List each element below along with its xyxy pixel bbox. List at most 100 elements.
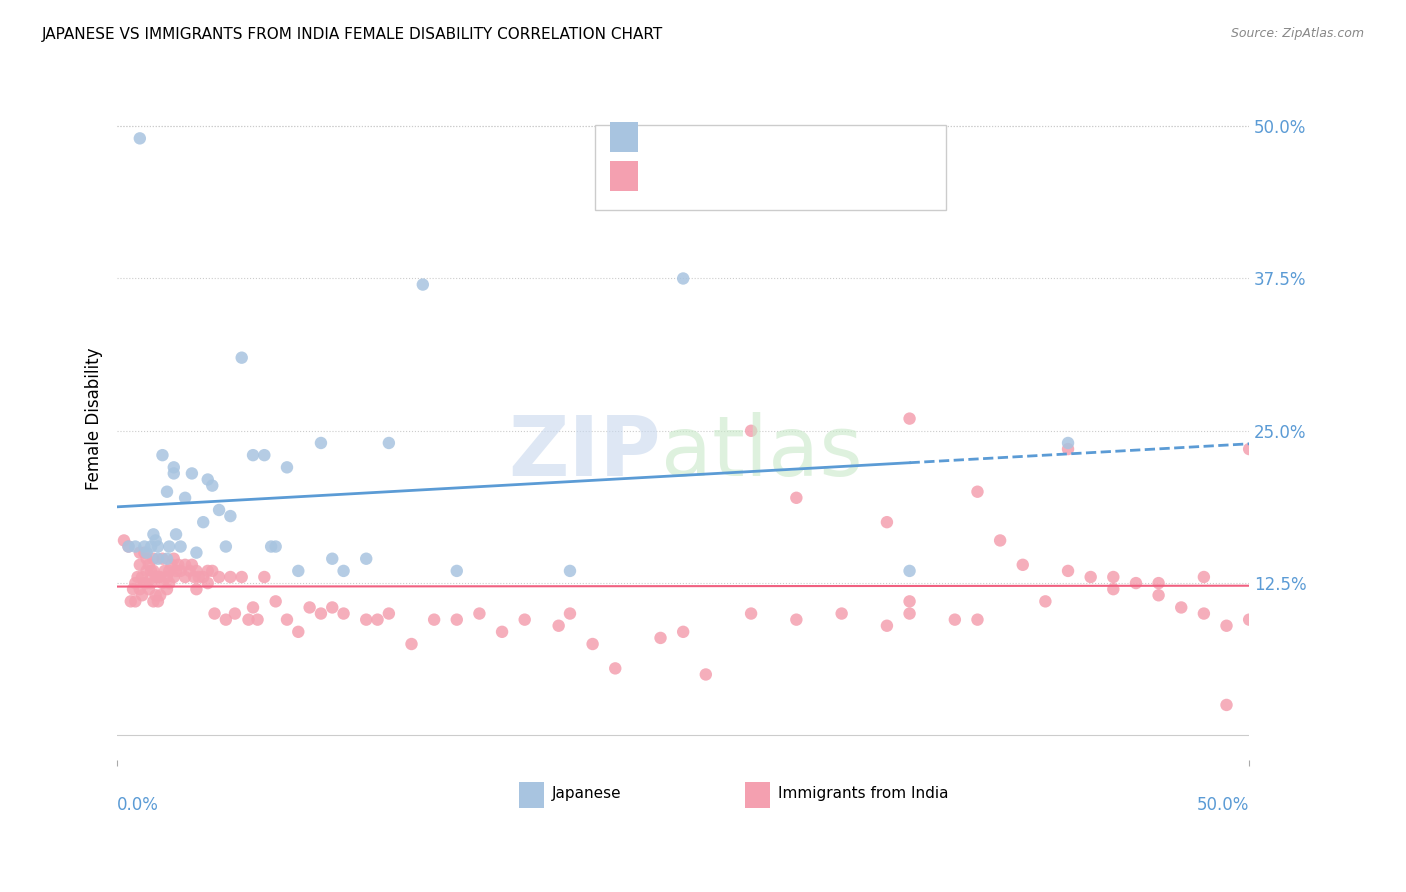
Point [197,473,219,487]
Point [145,533,167,548]
Point [180,467,202,481]
Point [142,551,165,566]
Point [156,582,179,597]
Text: ZIP: ZIP [508,412,661,493]
Point [876,515,898,529]
Point [332,564,354,578]
Point [231,351,253,365]
Text: 0.0%: 0.0% [117,797,159,814]
Text: R =: R = [645,128,682,145]
Point [186,582,208,597]
Point [157,564,180,578]
FancyBboxPatch shape [610,122,638,153]
Point [128,131,150,145]
Point [197,576,219,591]
Point [468,607,491,621]
Point [219,570,242,584]
Point [186,564,208,578]
Point [740,607,762,621]
Point [650,631,672,645]
Point [1237,613,1260,627]
Point [354,613,377,627]
Point [287,564,309,578]
Point [423,613,446,627]
FancyBboxPatch shape [610,161,638,192]
Point [1102,570,1125,584]
Point [672,624,695,639]
Point [141,576,163,591]
Text: 50.0%: 50.0% [1197,797,1249,814]
Point [138,558,160,572]
Point [193,570,215,584]
Point [264,540,287,554]
Point [253,570,276,584]
Point [179,564,201,578]
Point [378,436,401,450]
Point [197,564,219,578]
Point [163,551,186,566]
Point [145,588,167,602]
Point [1215,698,1237,712]
Point [1035,594,1057,608]
Point [231,570,253,584]
Point [127,570,149,584]
Point [208,503,231,517]
Point [122,582,145,597]
Point [1192,607,1215,621]
Point [309,607,332,621]
Point [204,607,226,621]
Point [740,424,762,438]
Point [898,564,921,578]
Text: N =: N = [799,166,835,184]
Point [215,613,238,627]
Point [672,271,695,285]
Point [513,613,536,627]
Point [152,448,174,462]
Point [242,600,264,615]
Point [943,613,966,627]
Point [165,564,187,578]
Point [156,484,179,499]
FancyBboxPatch shape [595,125,946,211]
Point [321,600,343,615]
Point [169,564,191,578]
Point [128,558,150,572]
Point [1170,600,1192,615]
Point [412,277,434,292]
Point [201,478,224,492]
Point [558,607,581,621]
Text: Immigrants from India: Immigrants from India [779,787,949,801]
Point [966,484,988,499]
Point [135,551,157,566]
Point [695,667,717,681]
Point [124,576,146,591]
Point [1057,436,1080,450]
Text: Source: ZipAtlas.com: Source: ZipAtlas.com [1230,27,1364,40]
Point [128,582,150,597]
Point [547,618,569,632]
Point [321,551,343,566]
Point [156,551,179,566]
Point [174,570,197,584]
Point [120,594,142,608]
Y-axis label: Female Disability: Female Disability [86,347,103,490]
Point [491,624,513,639]
FancyBboxPatch shape [519,781,544,807]
Point [135,546,157,560]
Point [163,570,186,584]
Point [160,558,183,572]
Point [112,533,135,548]
Point [131,570,153,584]
Point [201,564,224,578]
Point [117,540,139,554]
Point [354,551,377,566]
Point [1147,588,1170,602]
Text: 122: 122 [859,166,893,184]
Point [242,448,264,462]
Point [152,576,174,591]
Point [174,491,197,505]
Point [146,594,169,608]
Point [238,613,260,627]
Point [134,576,156,591]
Point [1192,570,1215,584]
